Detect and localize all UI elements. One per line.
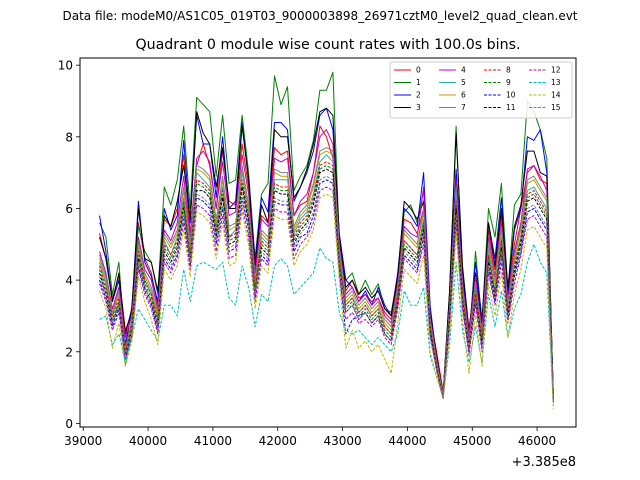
x-tick-label: 39000 — [64, 434, 102, 448]
legend-label-10: 10 — [506, 91, 516, 100]
legend-label-2: 2 — [416, 91, 421, 100]
legend-label-1: 1 — [416, 78, 421, 87]
legend-label-8: 8 — [506, 66, 511, 75]
x-axis: 39000 40000 41000 42000 43000 44000 45000 46000 — [64, 427, 556, 448]
legend-label-5: 5 — [461, 78, 466, 87]
series-line-10 — [99, 179, 554, 402]
series-line-15 — [99, 175, 554, 402]
y-axis: 0 2 4 6 8 10 — [58, 59, 80, 431]
y-tick-label: 2 — [65, 345, 73, 359]
x-offset-label: +3.385e8 — [512, 455, 576, 470]
legend-label-14: 14 — [551, 91, 561, 100]
series-line-13 — [99, 243, 554, 406]
x-tick-label: 45000 — [453, 434, 491, 448]
legend-label-12: 12 — [551, 66, 561, 75]
y-tick-label: 10 — [58, 59, 73, 73]
series-line-4 — [99, 129, 554, 399]
series-line-3 — [99, 107, 554, 396]
plot-frame — [79, 57, 577, 428]
series-line-1 — [99, 71, 554, 402]
x-tick-label: 42000 — [259, 434, 297, 448]
legend-label-6: 6 — [461, 91, 466, 100]
series-line-11 — [99, 168, 554, 402]
x-tick-label: 43000 — [323, 434, 361, 448]
legend-label-11: 11 — [506, 103, 516, 112]
x-tick-label: 41000 — [194, 434, 232, 448]
legend-label-0: 0 — [416, 66, 421, 75]
y-tick-label: 6 — [65, 202, 73, 216]
x-tick-label: 44000 — [388, 434, 426, 448]
legend-label-7: 7 — [461, 103, 466, 112]
x-tick-label: 40000 — [129, 434, 167, 448]
legend-label-3: 3 — [416, 103, 421, 112]
series-line-14 — [99, 193, 554, 410]
series-line-7 — [99, 147, 554, 399]
x-tick-label: 46000 — [518, 434, 556, 448]
series-layer — [99, 71, 554, 410]
y-tick-label: 0 — [65, 417, 73, 431]
legend-box — [389, 61, 573, 119]
legend-label-9: 9 — [506, 78, 511, 87]
legend-label-4: 4 — [461, 66, 466, 75]
legend-label-15: 15 — [551, 103, 561, 112]
series-line-12 — [99, 186, 554, 402]
chart-title: Quadrant 0 module wise count rates with … — [135, 37, 520, 53]
legend-label-13: 13 — [551, 78, 561, 87]
data-file-label: Data file: modeM0/AS1C05_019T03_90000038… — [62, 9, 577, 23]
y-tick-label: 4 — [65, 274, 73, 288]
y-tick-label: 8 — [65, 130, 73, 144]
